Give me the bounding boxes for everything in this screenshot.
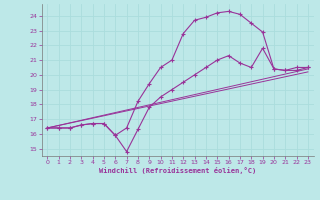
X-axis label: Windchill (Refroidissement éolien,°C): Windchill (Refroidissement éolien,°C) (99, 167, 256, 174)
